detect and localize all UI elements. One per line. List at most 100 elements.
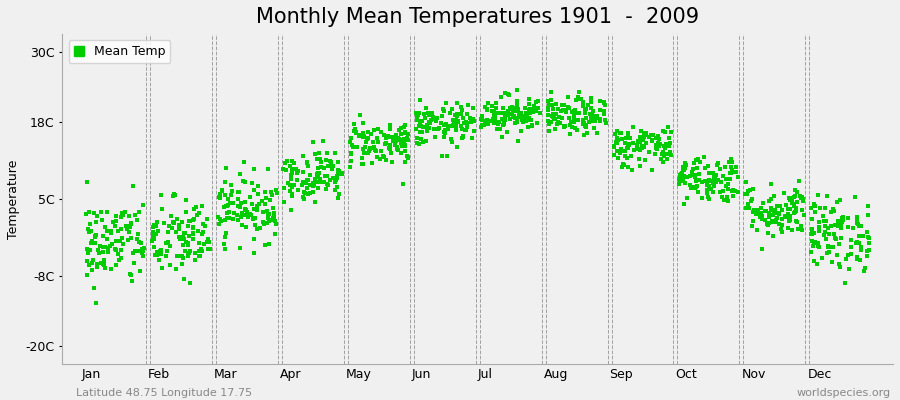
Point	[412, 129, 427, 135]
Point	[674, 170, 688, 176]
Point	[507, 112, 521, 119]
Point	[658, 144, 672, 150]
Point	[835, 218, 850, 224]
Point	[363, 146, 377, 152]
Point	[287, 160, 302, 167]
Point	[130, 216, 144, 223]
Point	[312, 150, 327, 156]
Point	[497, 116, 511, 122]
Point	[577, 132, 591, 138]
Point	[525, 122, 539, 129]
Point	[745, 222, 760, 229]
Point	[811, 240, 825, 246]
Point	[861, 212, 876, 218]
Point	[153, 251, 167, 257]
Point	[361, 150, 375, 156]
Point	[368, 147, 382, 153]
Point	[484, 108, 499, 114]
Point	[559, 107, 573, 113]
Point	[347, 128, 362, 134]
Point	[653, 156, 668, 162]
Point	[527, 103, 542, 110]
Point	[416, 124, 430, 130]
Point	[398, 129, 412, 136]
Point	[706, 180, 720, 186]
Point	[554, 114, 569, 121]
Point	[314, 164, 328, 171]
Point	[609, 140, 624, 146]
Point	[256, 219, 270, 226]
Point	[296, 194, 310, 201]
Point	[411, 122, 426, 129]
Point	[614, 147, 628, 154]
Point	[677, 173, 691, 180]
Point	[593, 107, 608, 114]
Point	[630, 146, 644, 152]
Point	[190, 212, 204, 218]
Point	[533, 110, 547, 117]
Point	[113, 238, 128, 244]
Point	[804, 249, 818, 256]
Point	[276, 166, 291, 172]
Point	[284, 206, 299, 213]
Point	[344, 135, 358, 142]
Point	[787, 194, 801, 200]
Point	[359, 138, 374, 145]
Point	[597, 99, 611, 105]
Point	[767, 210, 781, 216]
Point	[366, 127, 381, 133]
Point	[521, 117, 535, 124]
Point	[454, 134, 469, 141]
Point	[459, 120, 473, 126]
Point	[151, 228, 166, 234]
Point	[674, 178, 688, 184]
Point	[348, 128, 363, 135]
Point	[431, 126, 446, 132]
Point	[702, 176, 716, 183]
Point	[796, 196, 810, 202]
Point	[579, 115, 593, 121]
Point	[626, 147, 641, 154]
Point	[714, 178, 728, 185]
Point	[805, 226, 819, 232]
Point	[218, 192, 232, 198]
Point	[448, 112, 463, 118]
Point	[778, 213, 792, 219]
Point	[832, 197, 847, 204]
Point	[484, 102, 499, 109]
Point	[398, 122, 412, 129]
Point	[633, 137, 647, 144]
Point	[383, 134, 398, 140]
Point	[367, 144, 382, 150]
Point	[657, 129, 671, 135]
Point	[702, 178, 716, 185]
Point	[414, 136, 428, 142]
Point	[374, 129, 389, 135]
Point	[436, 134, 451, 140]
Point	[540, 118, 554, 125]
Point	[771, 209, 786, 216]
Point	[93, 243, 107, 250]
Point	[547, 115, 562, 122]
Point	[313, 158, 328, 165]
Point	[218, 178, 232, 185]
Point	[328, 179, 342, 186]
Point	[633, 134, 647, 140]
Point	[88, 240, 103, 246]
Point	[812, 244, 826, 250]
Point	[742, 200, 756, 207]
Point	[707, 180, 722, 186]
Point	[103, 243, 117, 249]
Point	[824, 223, 838, 230]
Point	[609, 148, 624, 155]
Point	[771, 210, 786, 216]
Point	[614, 130, 628, 136]
Point	[410, 113, 424, 119]
Point	[284, 175, 298, 182]
Point	[491, 120, 505, 127]
Point	[148, 231, 163, 237]
Point	[644, 138, 659, 144]
Point	[506, 113, 520, 119]
Point	[842, 224, 856, 230]
Point	[860, 203, 875, 210]
